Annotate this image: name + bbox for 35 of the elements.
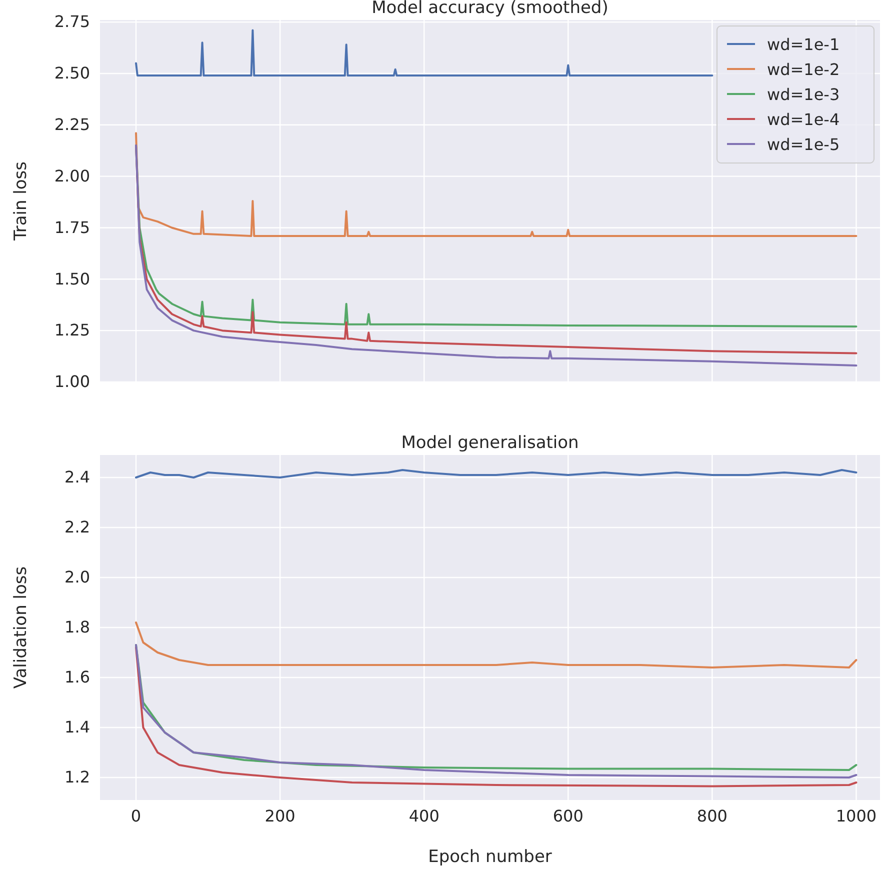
line-series: [135, 29, 714, 77]
y-tick-label: 2.4: [64, 468, 90, 487]
legend-label: wd=1e-5: [767, 135, 840, 154]
y-axis-title: Train loss: [11, 161, 31, 242]
chart-title: Model generalisation: [401, 433, 579, 453]
y-tick-label: 1.6: [64, 668, 90, 687]
y-tick-label: 2.25: [54, 115, 90, 134]
legend-label: wd=1e-2: [767, 60, 840, 79]
line-series: [135, 469, 858, 478]
y-tick-label: 1.25: [54, 320, 90, 340]
y-tick-label: 1.2: [64, 768, 90, 787]
y-tick-label: 2.2: [64, 518, 90, 537]
x-tick-label: 400: [408, 806, 440, 826]
x-tick-label: 200: [264, 806, 296, 826]
y-tick-label: 2.00: [54, 166, 90, 186]
line-series: [135, 132, 858, 237]
line-series: [135, 622, 858, 668]
chart-title: Model accuracy (smoothed): [372, 0, 608, 18]
y-tick-label: 1.8: [64, 618, 90, 637]
y-tick-label: 1.4: [64, 718, 90, 737]
x-tick-label: 1000: [836, 806, 877, 826]
x-tick-label: 800: [696, 806, 728, 826]
y-tick-label: 2.75: [54, 12, 90, 32]
x-tick-label: 600: [552, 806, 584, 826]
legend-label: wd=1e-1: [767, 35, 840, 54]
y-axis-title: Validation loss: [11, 566, 31, 689]
x-tick-label: 0: [130, 806, 142, 826]
x-axis-title: Epoch number: [428, 847, 552, 867]
y-tick-label: 1.75: [54, 218, 90, 237]
y-tick-label: 2.0: [64, 568, 90, 587]
legend-label: wd=1e-3: [767, 85, 840, 104]
y-tick-label: 1.00: [54, 372, 90, 392]
y-tick-label: 2.50: [54, 64, 90, 83]
legend-label: wd=1e-4: [767, 110, 840, 129]
y-tick-label: 1.50: [54, 269, 90, 288]
